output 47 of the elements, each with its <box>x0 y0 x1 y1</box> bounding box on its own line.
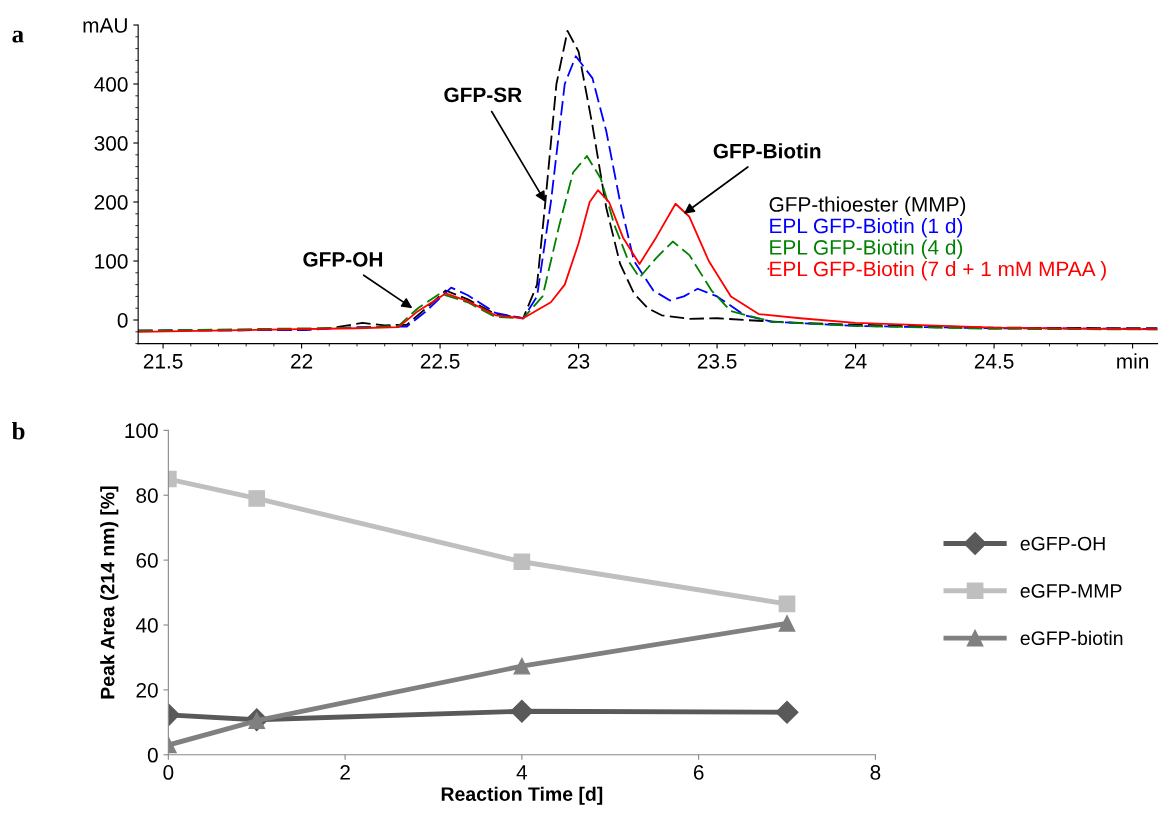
x-tick-label: 24.5 <box>974 353 1014 369</box>
x-tick-label: 23.5 <box>697 353 737 369</box>
x-tick-label: 0 <box>163 765 174 780</box>
text: GFP-thioester (MMP) <box>769 196 966 216</box>
x-axis-title: Reaction Time [d] <box>441 786 603 805</box>
y-tick-label: 40 <box>135 618 158 633</box>
x-tick-label: min <box>1117 353 1149 369</box>
y-tick-label: 0 <box>147 747 158 763</box>
x-tick-label: 6 <box>693 765 704 780</box>
text: EPL GFP-Biotin (1 d) <box>770 218 963 238</box>
y-tick-label: mAU <box>83 18 127 33</box>
point <box>513 657 531 675</box>
x-tick-label: 22.5 <box>420 353 460 369</box>
y-tick-label: 200 <box>94 195 128 210</box>
point <box>775 700 799 724</box>
annotation: GFP-Biotin <box>713 143 821 159</box>
annotation: GFP-OH <box>303 252 383 267</box>
x-tick-label: 24 <box>845 353 867 369</box>
y-tick-label: 80 <box>136 488 158 503</box>
legend-label: EPL GFP-Biotin (7 d + 1 mM MPAA ) <box>770 261 1106 281</box>
point <box>510 699 534 723</box>
text: EPL GFP-Biotin (4 d) <box>770 239 963 259</box>
point <box>778 615 796 632</box>
y-axis-title: Peak Area (214 nm) [%] <box>100 486 119 699</box>
annotation: GFP-SR <box>444 87 522 103</box>
y-tick-label: 0 <box>117 313 128 328</box>
x-tick-label: 4 <box>516 765 528 780</box>
x-tick-label: 21.5 <box>143 353 183 369</box>
legend-label: eGFP-biotin <box>1020 630 1123 646</box>
y-tick-label: 100 <box>95 254 128 269</box>
y-tick-label: 300 <box>94 136 128 151</box>
point <box>778 595 796 613</box>
text: b <box>11 422 25 440</box>
point <box>248 490 266 507</box>
y-tick-label: 400 <box>94 77 128 92</box>
text: a <box>12 30 24 43</box>
x-tick-label: 23 <box>568 353 590 369</box>
y-tick-label: 100 <box>125 423 158 439</box>
y-tick-label: 60 <box>136 553 158 568</box>
legend-label: eGFP-OH <box>1020 536 1105 551</box>
x-tick-label: 2 <box>340 765 350 780</box>
x-tick-label: 22 <box>291 353 313 369</box>
line-series <box>138 189 1158 333</box>
x-tick-label: 8 <box>870 765 881 780</box>
legend-label: eGFP-MMP <box>1020 584 1122 598</box>
point <box>513 553 531 571</box>
y-tick-label: 20 <box>136 682 158 698</box>
